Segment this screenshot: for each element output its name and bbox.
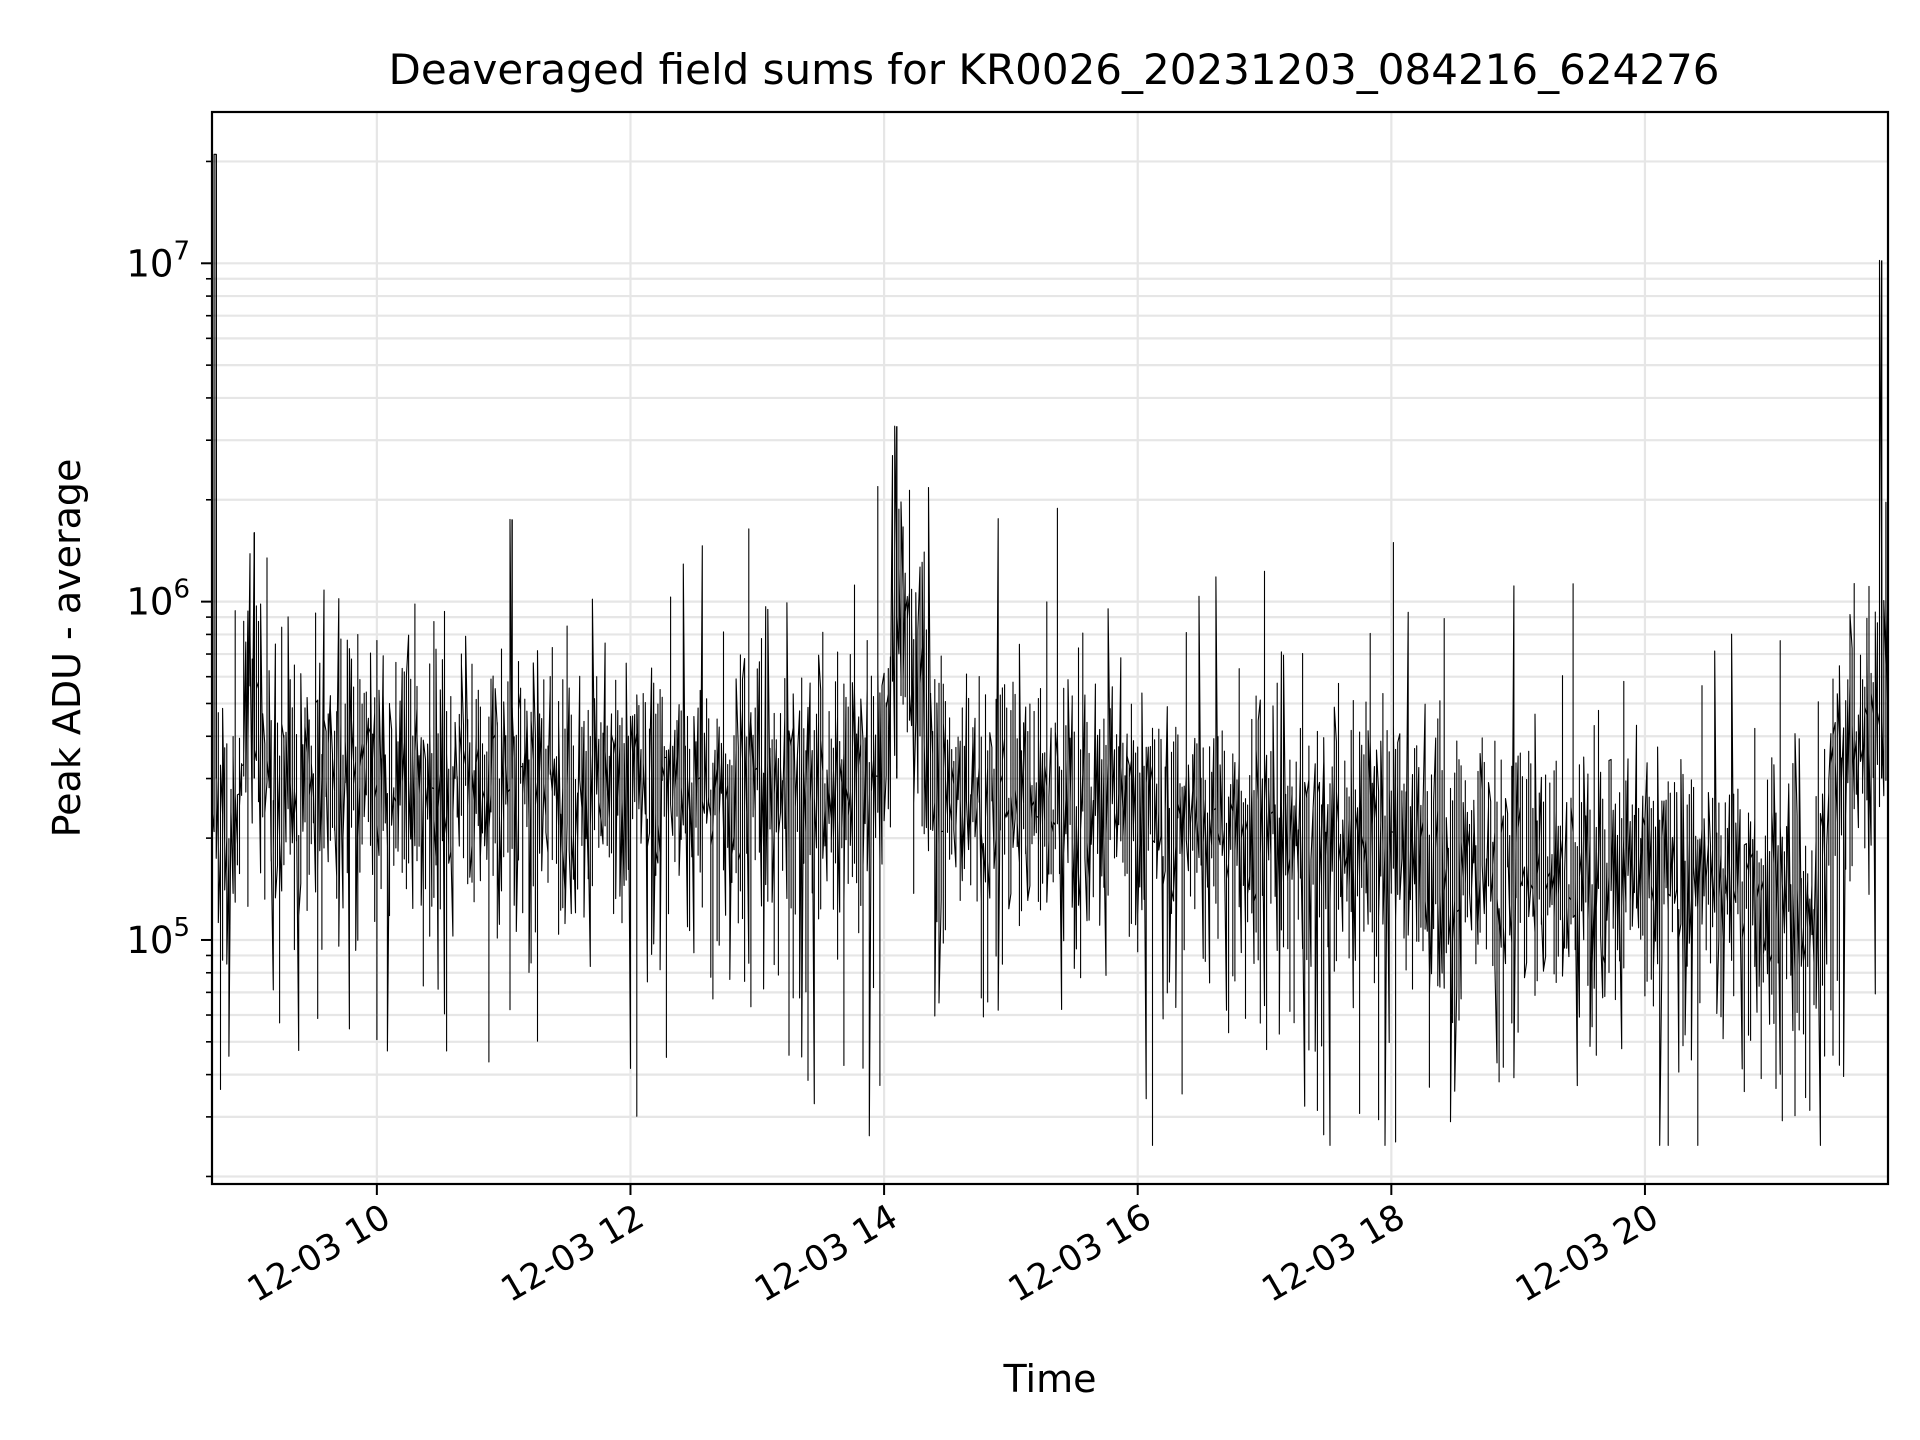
y-tick-label: 107: [126, 236, 190, 285]
x-axis-label: Time: [1003, 1357, 1097, 1401]
plot-frame: [210, 110, 1890, 1186]
chart-title: Deaveraged field sums for KR0026_2023120…: [389, 45, 1720, 94]
series-line: [211, 153, 1889, 1146]
y-axis-label: Peak ADU - average: [45, 459, 89, 838]
y-tick-label: 106: [126, 575, 190, 624]
plot-area: [211, 153, 1889, 1146]
y-tick-label: 105: [126, 913, 190, 962]
